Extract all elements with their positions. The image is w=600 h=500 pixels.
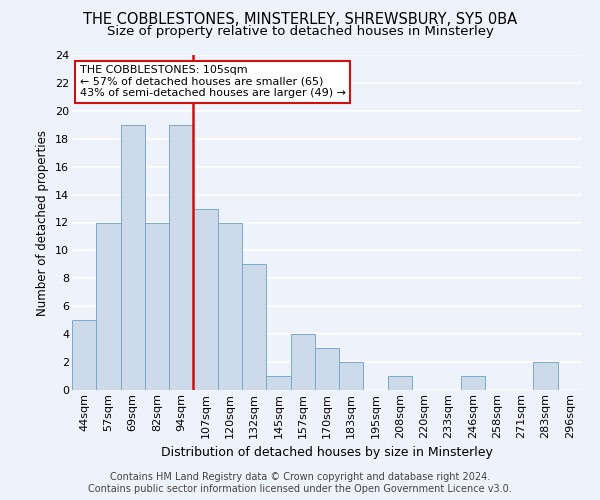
Bar bbox=[121, 125, 145, 390]
Bar bbox=[145, 222, 169, 390]
Bar bbox=[96, 222, 121, 390]
Text: THE COBBLESTONES: 105sqm
← 57% of detached houses are smaller (65)
43% of semi-d: THE COBBLESTONES: 105sqm ← 57% of detach… bbox=[80, 65, 346, 98]
Text: Contains HM Land Registry data © Crown copyright and database right 2024.
Contai: Contains HM Land Registry data © Crown c… bbox=[88, 472, 512, 494]
X-axis label: Distribution of detached houses by size in Minsterley: Distribution of detached houses by size … bbox=[161, 446, 493, 459]
Bar bbox=[266, 376, 290, 390]
Bar bbox=[169, 125, 193, 390]
Bar bbox=[193, 208, 218, 390]
Bar bbox=[388, 376, 412, 390]
Text: THE COBBLESTONES, MINSTERLEY, SHREWSBURY, SY5 0BA: THE COBBLESTONES, MINSTERLEY, SHREWSBURY… bbox=[83, 12, 517, 28]
Bar bbox=[242, 264, 266, 390]
Bar bbox=[533, 362, 558, 390]
Bar bbox=[461, 376, 485, 390]
Text: Size of property relative to detached houses in Minsterley: Size of property relative to detached ho… bbox=[107, 25, 493, 38]
Bar bbox=[218, 222, 242, 390]
Y-axis label: Number of detached properties: Number of detached properties bbox=[37, 130, 49, 316]
Bar bbox=[339, 362, 364, 390]
Bar bbox=[72, 320, 96, 390]
Bar bbox=[315, 348, 339, 390]
Bar bbox=[290, 334, 315, 390]
